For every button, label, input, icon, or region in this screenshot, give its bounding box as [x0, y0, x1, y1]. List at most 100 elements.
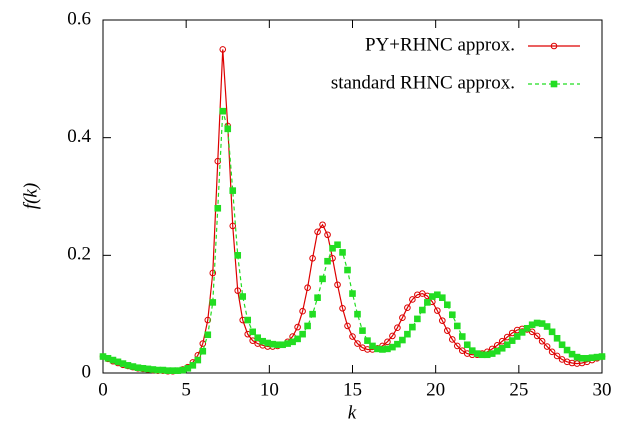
data-point — [314, 228, 321, 236]
data-point — [553, 334, 561, 342]
data-point — [404, 304, 411, 311]
data-point — [538, 337, 546, 345]
y-tick-label: 0.2 — [67, 244, 91, 265]
data-point — [543, 343, 551, 350]
legend-label: standard RHNC approx. — [331, 72, 515, 93]
data-point — [404, 330, 411, 338]
data-point — [533, 332, 541, 340]
data-point — [304, 322, 311, 330]
data-point — [219, 107, 227, 115]
data-point — [568, 359, 576, 367]
data-point — [294, 323, 301, 331]
data-point — [444, 327, 451, 334]
data-point — [234, 252, 242, 259]
data-point — [229, 187, 237, 194]
data-point — [334, 281, 341, 289]
data-point — [244, 316, 252, 324]
legend-marker — [550, 42, 558, 50]
x-tick-label: 25 — [509, 379, 528, 400]
data-point — [189, 362, 197, 369]
data-point — [598, 353, 606, 360]
data-point — [409, 323, 416, 331]
data-point — [329, 244, 336, 252]
data-point — [319, 221, 326, 229]
data-point — [224, 125, 232, 133]
data-point — [394, 340, 401, 348]
data-point — [548, 328, 556, 336]
data-point — [434, 307, 441, 314]
data-point — [354, 340, 361, 347]
data-point — [349, 290, 356, 297]
data-point — [563, 346, 571, 354]
data-point — [254, 334, 261, 341]
data-point — [219, 46, 227, 53]
data-point — [299, 330, 306, 338]
data-point — [419, 306, 426, 314]
data-point — [344, 322, 351, 330]
data-point — [239, 293, 247, 300]
x-tick-label: 30 — [593, 379, 612, 400]
data-point — [439, 294, 446, 301]
data-point — [334, 241, 341, 249]
data-point — [548, 348, 556, 356]
data-point — [508, 329, 516, 337]
data-point — [209, 299, 217, 306]
data-point — [498, 337, 506, 345]
data-point — [449, 311, 456, 319]
data-point — [449, 336, 456, 343]
data-point — [503, 333, 511, 341]
data-point — [359, 327, 366, 334]
data-point — [458, 333, 466, 340]
data-point — [364, 337, 371, 344]
y-axis-label: f(k) — [20, 183, 41, 209]
data-point — [229, 222, 237, 230]
data-point — [204, 331, 212, 339]
x-tick-label: 15 — [343, 379, 362, 400]
data-point — [199, 340, 207, 347]
data-point — [409, 296, 416, 303]
data-point — [414, 315, 421, 323]
data-point — [399, 336, 406, 344]
data-point — [513, 333, 521, 340]
data-point — [463, 341, 471, 349]
data-point — [553, 352, 561, 360]
data-point — [543, 323, 551, 330]
data-point — [324, 231, 331, 239]
data-point — [439, 317, 446, 324]
data-point — [199, 347, 207, 355]
data-point — [339, 304, 346, 312]
legend-label: PY+RHNC approx. — [365, 34, 515, 55]
data-point — [234, 287, 242, 294]
data-point — [518, 329, 526, 336]
x-tick-label: 5 — [181, 379, 191, 400]
data-point — [503, 341, 511, 349]
data-point — [299, 307, 306, 315]
data-point — [558, 341, 566, 349]
data-point — [339, 249, 346, 256]
y-tick-label: 0.6 — [67, 8, 91, 29]
series-line — [102, 111, 603, 372]
x-tick-label: 10 — [260, 379, 279, 400]
data-point — [364, 346, 371, 353]
data-point — [319, 275, 326, 283]
y-tick-label: 0 — [82, 361, 92, 382]
legend-marker — [550, 80, 558, 88]
series-line — [102, 49, 603, 372]
data-point — [399, 314, 406, 321]
data-point — [498, 344, 506, 352]
data-point — [214, 204, 222, 212]
data-point — [354, 310, 361, 318]
data-point — [304, 284, 311, 291]
data-point — [453, 342, 461, 350]
data-point — [314, 294, 321, 301]
data-point — [394, 324, 401, 331]
data-point — [349, 333, 356, 340]
x-tick-label: 0 — [98, 379, 108, 400]
data-point — [294, 335, 301, 343]
data-point — [444, 301, 451, 309]
data-point — [209, 269, 217, 277]
data-point — [528, 328, 536, 336]
data-point — [573, 360, 581, 367]
data-point — [309, 254, 316, 262]
